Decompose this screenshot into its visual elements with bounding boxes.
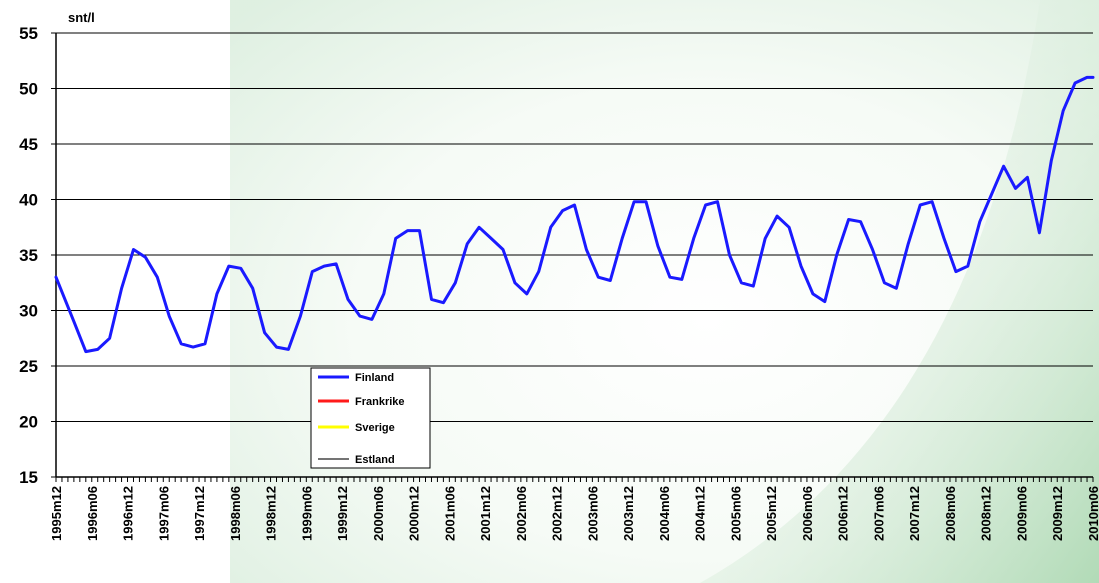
series-line-finland — [54, 75, 1095, 354]
x-tick-label: 2008m06 — [943, 486, 958, 541]
y-tick-label: 50 — [19, 80, 38, 99]
x-tick-label: 2007m12 — [907, 486, 922, 541]
x-tick-label: 1996m12 — [121, 486, 136, 541]
legend-box — [310, 367, 431, 469]
axes — [51, 32, 1094, 482]
x-tick-label: 1998m06 — [228, 486, 243, 541]
x-tick-label: 2003m12 — [621, 486, 636, 541]
x-tick-label: 2006m06 — [800, 486, 815, 541]
x-tick-label: 2007m06 — [871, 486, 886, 541]
legend: Finland Frankrike Sverige Estland — [310, 367, 431, 469]
y-tick-label: 30 — [19, 302, 38, 321]
y-tick-label: 45 — [19, 135, 38, 154]
legend-label-sverige: Sverige — [355, 422, 395, 434]
x-tick-label: 1996m06 — [85, 486, 100, 541]
x-tick-label: 1997m12 — [192, 486, 207, 541]
y-tick-labels: 15 20 25 30 35 40 45 50 55 — [19, 24, 38, 487]
x-tick-label: 2002m12 — [550, 486, 565, 541]
x-tick-label: 2005m12 — [764, 486, 779, 541]
x-tick-label: 2004m12 — [693, 486, 708, 541]
x-tick-label: 2004m06 — [657, 486, 672, 541]
y-tick-label: 40 — [19, 191, 38, 210]
x-tick-label: 2006m12 — [836, 486, 851, 541]
series-lines — [54, 75, 1095, 354]
background-swoosh — [700, 0, 1099, 583]
y-tick-label: 20 — [19, 413, 38, 432]
x-tick-label: 2002m06 — [514, 486, 529, 541]
grid-lines — [56, 32, 1093, 422]
legend-label-frankrike: Frankrike — [355, 396, 405, 408]
x-tick-label: 1998m12 — [264, 486, 279, 541]
x-tick-label: 2010m06 — [1086, 486, 1099, 541]
x-tick-labels: 1995m12 1996m06 1996m12 1997m06 1997m12 1998m… — [49, 486, 1099, 541]
x-tick-label: 1999m12 — [335, 486, 350, 541]
x-tick-label: 2001m12 — [478, 486, 493, 541]
legend-label-estland: Estland — [355, 454, 395, 466]
x-tick-label: 2003m06 — [585, 486, 600, 541]
y-tick-label: 35 — [19, 246, 38, 265]
y-tick-label: 15 — [19, 468, 38, 487]
x-tick-label: 2000m06 — [371, 486, 386, 541]
x-tick-label: 2009m06 — [1014, 486, 1029, 541]
legend-label-finland: Finland — [355, 372, 394, 384]
x-tick-label: 2001m06 — [442, 486, 457, 541]
x-tick-label: 1995m12 — [49, 486, 64, 541]
x-tick-label: 2009m12 — [1050, 486, 1065, 541]
y-axis-unit-label: snt/l — [68, 10, 95, 25]
x-tick-label: 2008m12 — [979, 486, 994, 541]
y-tick-label: 55 — [19, 24, 38, 43]
x-tick-label: 1997m06 — [156, 486, 171, 541]
x-tick-label: 1999m06 — [299, 486, 314, 541]
x-tick-label: 2000m12 — [407, 486, 422, 541]
y-tick-label: 25 — [19, 357, 38, 376]
x-tick-label: 2005m06 — [728, 486, 743, 541]
